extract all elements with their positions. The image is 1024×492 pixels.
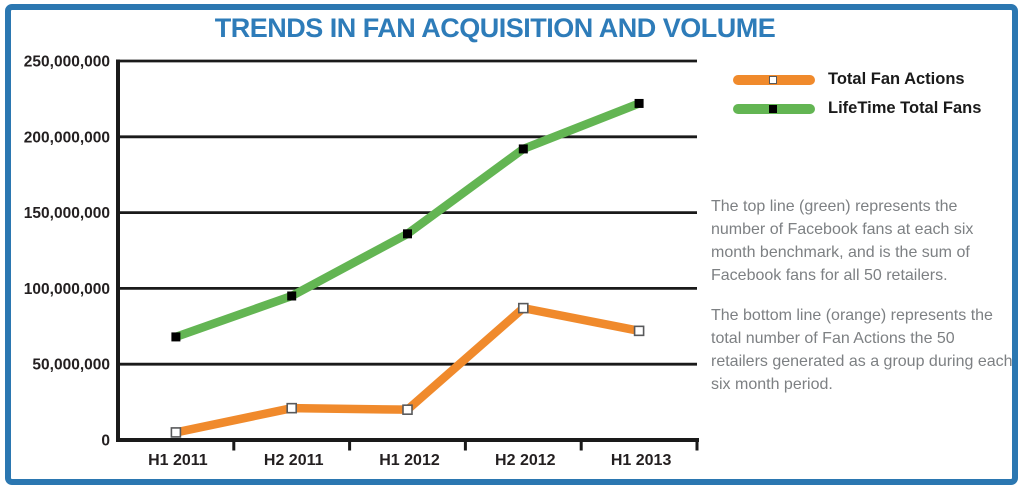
data-point-marker [171,332,181,342]
legend-item-lifetime-total-fans: LifeTime Total Fans [733,98,981,119]
legend-label: LifeTime Total Fans [828,99,982,117]
y-axis-label: 50,000,000 [32,357,110,374]
x-axis-label: H2 2012 [495,452,556,469]
series-line-lifetime-total-fans [171,99,644,342]
x-axis-label: H1 2013 [611,452,672,469]
white-square-marker-icon [769,75,777,84]
x-axis-label: H1 2012 [379,452,440,469]
data-point-marker [402,404,413,415]
y-axis-label: 200,000,000 [24,129,110,146]
y-axis-label: 250,000,000 [24,54,110,71]
legend-label: Total Fan Actions [828,70,965,88]
data-point-marker [286,402,298,414]
data-point-marker [633,325,645,337]
fan-trends-chart: 0 50,000,000 100,000,000 150,000,000 200,000… [24,54,699,469]
x-axis-label: H2 2011 [264,452,324,469]
data-point-marker [634,98,644,108]
y-axis-label: 0 [101,433,110,450]
chart-title: TRENDS IN FAN ACQUISITION AND VOLUME [214,13,776,43]
y-axis-label: 100,000,000 [24,281,110,298]
black-square-marker-icon [769,104,777,113]
data-point-marker [287,291,297,301]
legend-swatch-orange [733,74,815,85]
data-point-marker [517,302,529,314]
data-point-marker [403,229,412,239]
x-axis-label: H1 2011 [148,452,208,469]
data-point-marker [170,427,182,438]
legend: Total Fan Actions LifeTime Total Fans [733,69,981,127]
y-axis-label: 150,000,000 [24,205,110,222]
chart-description: The top line (green) represents the numb… [711,195,1013,413]
data-point-marker [518,144,528,154]
description-paragraph-green: The top line (green) represents the numb… [711,198,974,284]
description-paragraph-orange: The bottom line (orange) represents the … [711,307,1013,393]
legend-swatch-green [733,103,815,114]
legend-item-total-fan-actions: Total Fan Actions [733,69,981,90]
